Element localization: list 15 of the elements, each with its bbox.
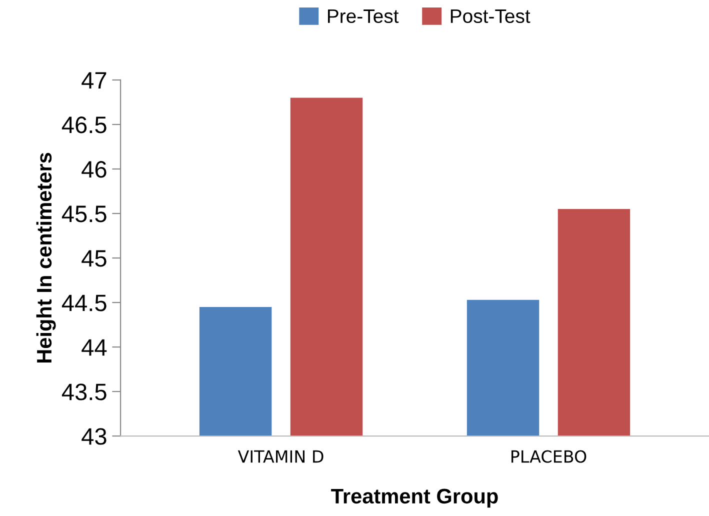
legend-label: Post-Test	[450, 9, 530, 24]
x-axis-title: Treatment Group	[331, 488, 498, 508]
x-tick-label: PLACEBO	[512, 450, 586, 463]
legend-label: Pre-Test	[328, 9, 399, 24]
y-tick-label: 44	[82, 339, 107, 356]
y-tick-label: 44.5	[62, 294, 106, 312]
y-tick-label: 43.5	[62, 384, 106, 400]
y-tick-label: 46	[82, 161, 106, 178]
y-tick-label: 45	[82, 250, 106, 267]
y-tick-label: 47	[82, 72, 106, 89]
y-axis-title: Height In centimeters	[36, 152, 56, 363]
y-tick-label: 45.5	[62, 206, 106, 222]
y-tick-label: 46.5	[62, 116, 106, 134]
x-tick-label: VITAMIN D	[238, 450, 324, 463]
y-tick-label: 43	[82, 428, 106, 445]
